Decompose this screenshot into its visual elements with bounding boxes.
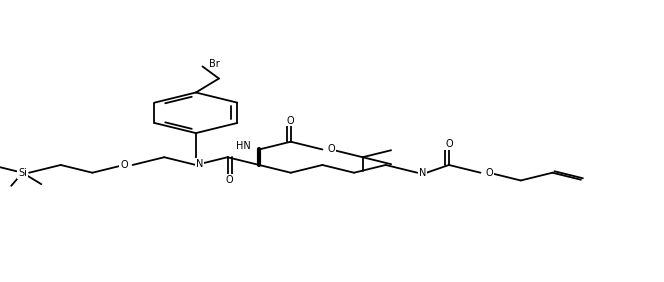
Text: O: O [287,116,295,125]
Text: Br: Br [209,59,220,69]
Text: N: N [195,158,203,169]
Text: O: O [485,168,493,178]
Text: HN: HN [236,141,251,151]
Text: Si: Si [18,168,27,178]
Text: O: O [120,160,127,170]
Text: N: N [419,168,426,178]
Text: O: O [327,144,335,155]
Text: O: O [445,139,453,149]
Text: O: O [226,175,233,185]
